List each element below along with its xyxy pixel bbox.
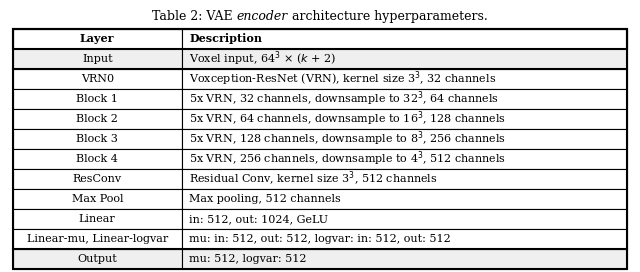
Bar: [13, 29, 182, 49]
Text: Voxel input, 64$^3$ × ($k$ + 2): Voxel input, 64$^3$ × ($k$ + 2): [189, 49, 337, 68]
Text: mu: 512, logvar: 512: mu: 512, logvar: 512: [189, 254, 307, 264]
Text: ResConv: ResConv: [73, 174, 122, 184]
Bar: [13, 129, 182, 149]
Bar: [13, 149, 182, 169]
Text: 5x VRN, 64 channels, downsample to 16$^3$, 128 channels: 5x VRN, 64 channels, downsample to 16$^3…: [189, 110, 506, 128]
Text: architecture hyperparameters.: architecture hyperparameters.: [288, 10, 488, 23]
Bar: [182, 129, 627, 149]
Bar: [182, 49, 627, 69]
Bar: [13, 29, 627, 269]
Text: 5x VRN, 128 channels, downsample to 8$^3$, 256 channels: 5x VRN, 128 channels, downsample to 8$^3…: [189, 129, 506, 148]
Text: Input: Input: [82, 54, 113, 64]
Text: Max pooling, 512 channels: Max pooling, 512 channels: [189, 194, 341, 204]
Text: Block 3: Block 3: [76, 134, 118, 144]
Bar: [182, 29, 627, 49]
Bar: [182, 209, 627, 229]
Text: Linear-mu, Linear-logvar: Linear-mu, Linear-logvar: [27, 234, 168, 244]
Bar: [13, 189, 182, 209]
Text: Block 4: Block 4: [76, 154, 118, 164]
Bar: [13, 69, 182, 89]
Text: mu: in: 512, out: 512, logvar: in: 512, out: 512: mu: in: 512, out: 512, logvar: in: 512, …: [189, 234, 451, 244]
Bar: [13, 109, 182, 129]
Bar: [182, 249, 627, 269]
Text: VRN0: VRN0: [81, 74, 114, 84]
Text: in: 512, out: 1024, GeLU: in: 512, out: 1024, GeLU: [189, 214, 328, 224]
Text: encoder: encoder: [237, 10, 288, 23]
Bar: [182, 89, 627, 109]
Bar: [182, 109, 627, 129]
Text: Residual Conv, kernel size 3$^3$, 512 channels: Residual Conv, kernel size 3$^3$, 512 ch…: [189, 170, 438, 188]
Text: Block 2: Block 2: [76, 114, 118, 124]
Bar: [182, 149, 627, 169]
Bar: [182, 69, 627, 89]
Text: Table 2: VAE: Table 2: VAE: [152, 10, 237, 23]
Bar: [182, 189, 627, 209]
Text: Output: Output: [77, 254, 117, 264]
Bar: [182, 229, 627, 249]
Text: Linear: Linear: [79, 214, 116, 224]
Bar: [13, 229, 182, 249]
Text: 5x VRN, 32 channels, downsample to 32$^3$, 64 channels: 5x VRN, 32 channels, downsample to 32$^3…: [189, 89, 499, 108]
Bar: [13, 89, 182, 109]
Bar: [13, 249, 182, 269]
Bar: [13, 169, 182, 189]
Text: 5x VRN, 256 channels, downsample to 4$^3$, 512 channels: 5x VRN, 256 channels, downsample to 4$^3…: [189, 150, 506, 168]
Text: Block 1: Block 1: [76, 94, 118, 104]
Bar: [13, 49, 182, 69]
Text: Max Pool: Max Pool: [72, 194, 123, 204]
Bar: [182, 169, 627, 189]
Text: Layer: Layer: [80, 33, 115, 44]
Text: Voxception-ResNet (VRN), kernel size 3$^3$, 32 channels: Voxception-ResNet (VRN), kernel size 3$^…: [189, 69, 497, 88]
Bar: [13, 29, 627, 49]
Text: Description: Description: [189, 33, 262, 44]
Bar: [13, 209, 182, 229]
